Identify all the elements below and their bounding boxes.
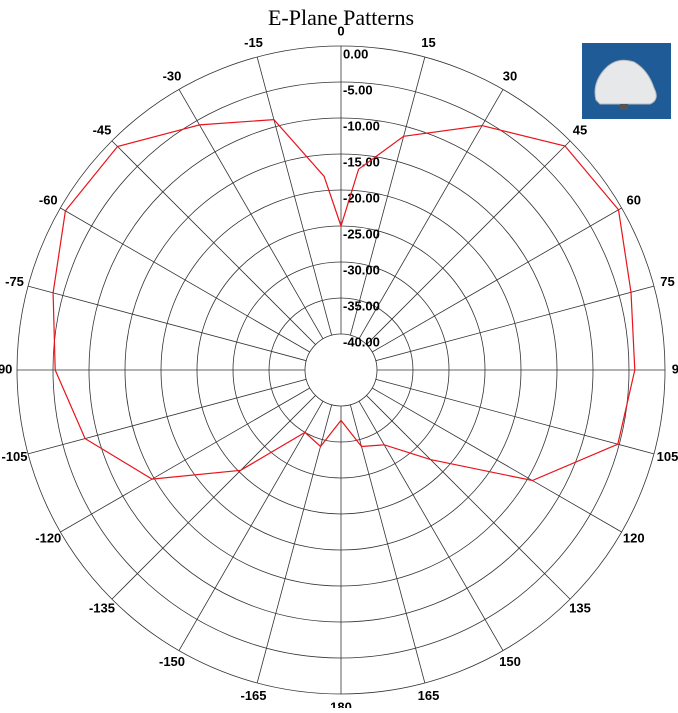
- angle-label: 30: [503, 69, 517, 84]
- angle-label: 90: [672, 361, 678, 376]
- angle-label: 15: [421, 35, 435, 50]
- angle-label: 165: [418, 688, 440, 703]
- pattern-line: [52, 118, 636, 482]
- angle-label: -75: [5, 274, 24, 289]
- angle-label: -120: [35, 530, 61, 545]
- antenna-inset: [582, 43, 671, 119]
- angle-label: 150: [499, 654, 521, 669]
- grid-spoke: [371, 387, 622, 533]
- grid-spoke: [60, 207, 311, 353]
- grid-spoke: [27, 378, 307, 455]
- radial-label: -40.00: [343, 334, 380, 349]
- angle-label: -45: [93, 122, 112, 137]
- angle-label: -90: [0, 361, 12, 376]
- grid-spoke: [178, 89, 324, 340]
- angle-label: -150: [159, 654, 185, 669]
- angle-label: 0: [337, 23, 344, 38]
- grid-spoke: [358, 400, 504, 651]
- antenna-base: [620, 104, 628, 110]
- angle-label: 75: [660, 274, 674, 289]
- grid-spoke: [349, 404, 426, 684]
- grid-spoke: [256, 404, 333, 684]
- angle-label: -165: [241, 688, 267, 703]
- grid-spoke: [60, 387, 311, 533]
- radial-label: -15.00: [343, 154, 380, 169]
- grid-spoke: [256, 56, 333, 336]
- angle-label: 60: [626, 192, 640, 207]
- radial-label: -30.00: [343, 262, 380, 277]
- grid-spoke: [27, 285, 307, 362]
- radial-label: -20.00: [343, 190, 380, 205]
- angle-label: 180: [330, 699, 352, 708]
- angle-label: -15: [244, 35, 263, 50]
- angle-label: 45: [573, 122, 587, 137]
- radial-label: -25.00: [343, 226, 380, 241]
- radial-label: 0.00: [343, 46, 368, 61]
- grid-spoke: [349, 56, 426, 336]
- antenna-shape: [594, 59, 657, 105]
- grid-spoke: [366, 140, 571, 345]
- grid-spoke: [371, 207, 622, 353]
- grid-spoke: [375, 285, 655, 362]
- grid-spoke: [366, 395, 571, 600]
- angle-label: -60: [39, 192, 58, 207]
- angle-label: -30: [163, 69, 182, 84]
- angle-label: 120: [623, 530, 645, 545]
- chart-title: E-Plane Patterns: [268, 5, 414, 30]
- grid-spoke: [375, 378, 655, 455]
- angle-label: -105: [2, 449, 28, 464]
- grid-spoke: [178, 400, 324, 651]
- grid-spoke: [111, 140, 316, 345]
- grid-spoke: [111, 395, 316, 600]
- angle-label: 105: [657, 449, 678, 464]
- radial-label: -5.00: [343, 82, 373, 97]
- radial-label: -35.00: [343, 298, 380, 313]
- angle-label: 135: [569, 600, 591, 615]
- angle-label: -135: [89, 600, 115, 615]
- radial-label: -10.00: [343, 118, 380, 133]
- grid-spoke: [358, 89, 504, 340]
